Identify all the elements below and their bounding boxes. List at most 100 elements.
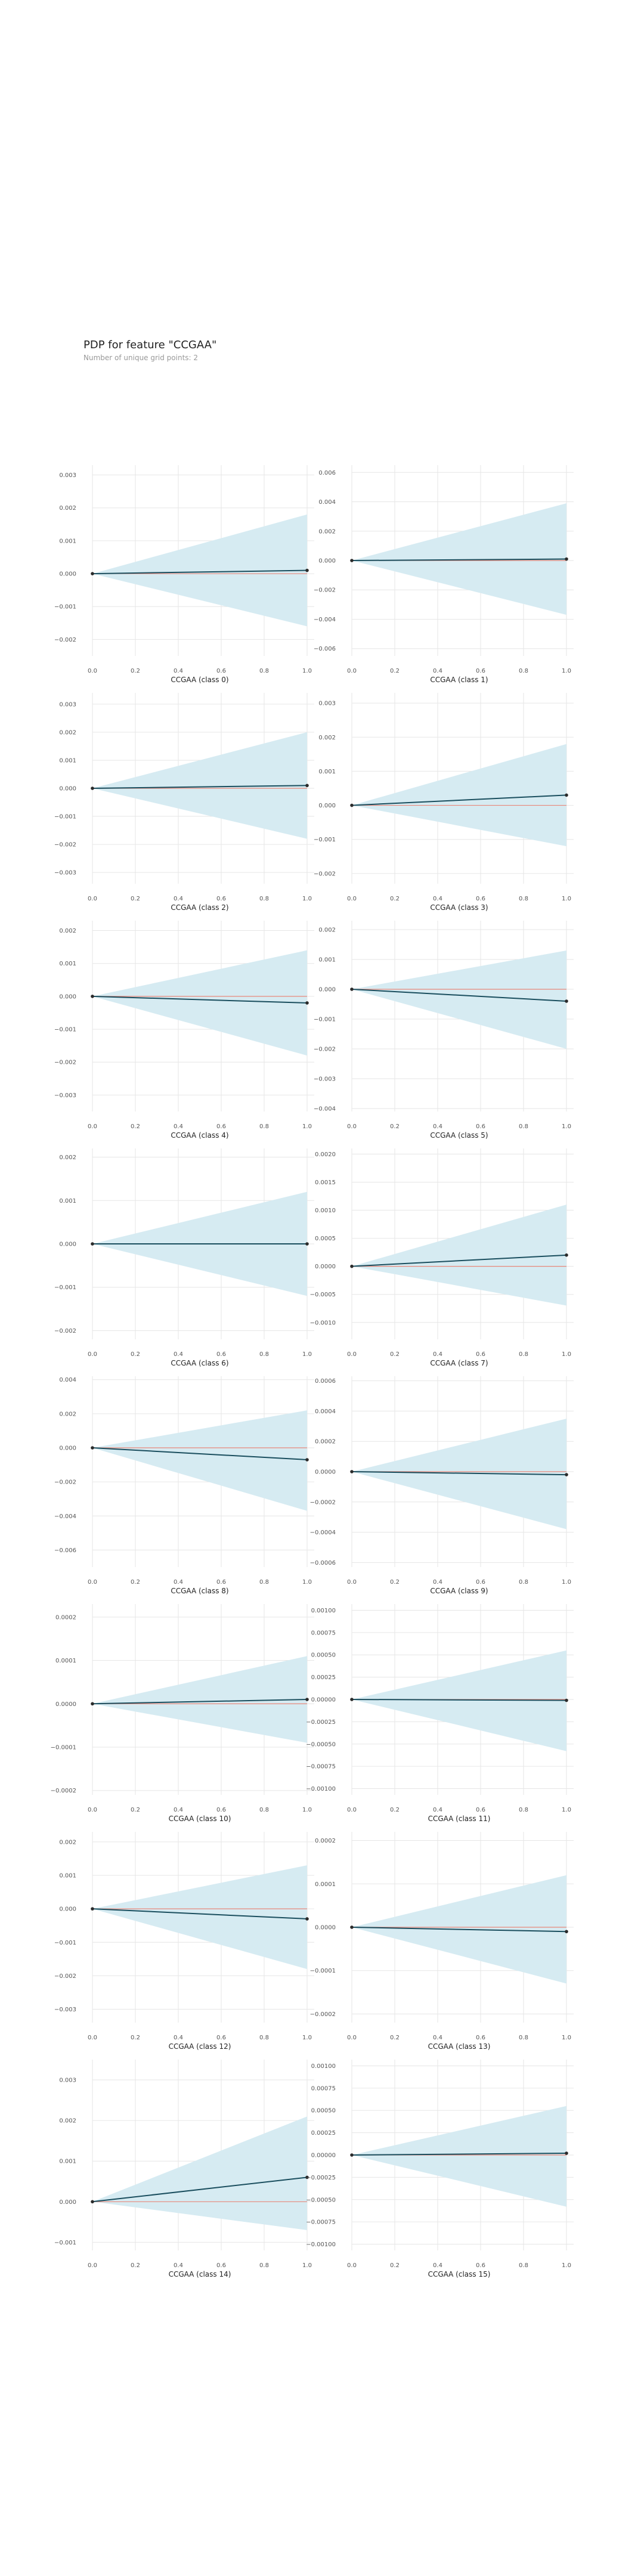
y-tick-label: −0.002 (54, 1328, 76, 1335)
y-tick-label: −0.0002 (310, 1499, 336, 1506)
x-tick-label: 0.8 (519, 2035, 528, 2041)
pdp-point (305, 1917, 309, 1921)
confidence-band (352, 2106, 566, 2207)
y-tick-label: −0.002 (54, 842, 76, 849)
x-tick-label: 0.0 (88, 2262, 97, 2269)
x-tick-label: 0.4 (433, 1579, 442, 1586)
y-tick-label: 0.003 (318, 701, 336, 707)
y-tick-label: −0.002 (54, 637, 76, 643)
x-tick-label: 0.4 (433, 1351, 442, 1358)
x-tick-label: 0.0 (88, 1579, 97, 1586)
x-axis-label: CCGAA (class 8) (171, 1587, 228, 1595)
x-tick-label: 1.0 (562, 1351, 571, 1358)
confidence-band (92, 1656, 307, 1743)
x-tick-label: 0.6 (476, 1579, 485, 1586)
pdp-subplot: 0.003 0.002 0.001 0.000 −0.001 −0.002 −0.003 0.… (54, 693, 314, 912)
x-tick-label: 0.0 (347, 1123, 357, 1130)
x-tick-label: 1.0 (302, 896, 312, 902)
y-tick-label: −0.001 (54, 1940, 76, 1946)
y-tick-label: −0.0002 (51, 1788, 76, 1794)
pdp-point (91, 572, 94, 575)
y-tick-label: −0.002 (54, 1479, 76, 1486)
pdp-point (91, 2200, 94, 2204)
pdp-point (350, 1470, 354, 1473)
y-tick-label: −0.0001 (51, 1745, 76, 1751)
y-tick-label: 0.001 (318, 957, 336, 964)
x-tick-label: 0.4 (174, 668, 183, 674)
pdp-point (91, 1446, 94, 1450)
x-axis-label: CCGAA (class 13) (428, 2042, 491, 2051)
x-tick-label: 0.8 (519, 2262, 528, 2269)
y-tick-label: 0.001 (59, 757, 76, 764)
pdp-subplot: 0.002 0.001 0.000 −0.001 −0.002 0.0 0.2 0.4 0.6 0… (54, 1148, 314, 1367)
y-tick-label: 0.002 (59, 729, 76, 736)
pdp-point (91, 1242, 94, 1246)
pdp-line (351, 1699, 567, 1701)
x-tick-label: 0.8 (259, 1351, 269, 1358)
y-tick-label: 0.0000 (315, 1469, 336, 1476)
y-tick-label: 0.0020 (315, 1151, 336, 1158)
pdp-point (305, 1458, 309, 1462)
pdp-line (351, 1471, 567, 1476)
pdp-subplot: 0.0002 0.0001 0.0000 −0.0001 −0.0002 0.0 0.2 0.… (310, 1832, 574, 2051)
y-tick-label: −0.00075 (306, 1764, 336, 1770)
y-tick-label: 0.00000 (311, 2153, 336, 2159)
y-tick-label: 0.00025 (311, 1674, 336, 1681)
pdp-point (305, 568, 309, 572)
pdp-line (351, 2153, 567, 2156)
x-tick-label: 0.6 (216, 1579, 226, 1586)
y-tick-label: 0.00000 (311, 1697, 336, 1704)
pdp-line (92, 995, 308, 1004)
x-tick-label: 0.8 (519, 1807, 528, 1813)
x-tick-label: 0.8 (259, 668, 269, 674)
y-tick-label: 0.004 (318, 499, 336, 506)
pdp-point (565, 557, 568, 561)
x-tick-label: 0.0 (347, 668, 357, 674)
x-tick-label: 0.4 (433, 896, 442, 902)
x-tick-label: 0.0 (347, 1807, 357, 1813)
pdp-subplot: 0.0002 0.0001 0.0000 −0.0001 −0.0002 0.0 0.2 0.… (51, 1604, 314, 1823)
pdp-subplot: 0.002 0.001 0.000 −0.001 −0.002 −0.003 0.0 0.2 0… (54, 921, 314, 1140)
pdp-point (91, 787, 94, 790)
y-tick-label: −0.00025 (306, 1719, 336, 1726)
confidence-band (352, 1205, 566, 1306)
x-tick-label: 0.0 (347, 1351, 357, 1358)
x-tick-label: 0.2 (390, 1123, 400, 1130)
y-tick-label: 0.00100 (311, 2063, 336, 2070)
y-tick-label: −0.00025 (306, 2175, 336, 2181)
y-tick-label: −0.00075 (306, 2219, 336, 2226)
y-tick-label: −0.0005 (310, 1292, 336, 1298)
pdp-subplot: 0.003 0.002 0.001 0.000 −0.001 −0.002 0.0 0.2 0.… (54, 465, 314, 684)
pdp-point (565, 1473, 568, 1476)
y-tick-label: 0.003 (59, 472, 76, 479)
x-tick-label: 1.0 (302, 668, 312, 674)
confidence-band (92, 2116, 307, 2230)
x-tick-label: 0.2 (390, 1807, 400, 1813)
x-tick-label: 0.4 (174, 1807, 183, 1813)
x-tick-label: 0.2 (390, 2035, 400, 2041)
x-tick-label: 0.4 (174, 1351, 183, 1358)
y-tick-label: 0.001 (59, 1872, 76, 1879)
confidence-band (352, 1419, 566, 1530)
x-tick-label: 0.4 (433, 2035, 442, 2041)
x-tick-label: 0.4 (433, 2262, 442, 2269)
x-tick-label: 0.8 (259, 2262, 269, 2269)
x-axis-label: CCGAA (class 0) (171, 676, 228, 684)
x-tick-label: 0.2 (131, 896, 140, 902)
y-tick-label: 0.0000 (55, 1701, 76, 1708)
x-tick-label: 0.8 (259, 1123, 269, 1130)
x-tick-label: 0.4 (174, 2262, 183, 2269)
y-tick-label: −0.001 (54, 814, 76, 821)
y-tick-label: 0.0006 (315, 1378, 336, 1385)
pdp-point (305, 1698, 309, 1701)
y-tick-label: −0.0002 (310, 2011, 336, 2018)
y-tick-label: 0.00025 (311, 2130, 336, 2137)
x-tick-label: 0.6 (476, 2035, 485, 2041)
y-tick-label: 0.0002 (315, 1439, 336, 1445)
y-tick-label: 0.000 (318, 987, 336, 993)
y-tick-label: −0.002 (54, 1060, 76, 1066)
x-tick-label: 1.0 (562, 668, 571, 674)
x-axis-label: CCGAA (class 11) (428, 1815, 491, 1823)
confidence-band (92, 1410, 307, 1511)
pdp-point (305, 784, 309, 788)
